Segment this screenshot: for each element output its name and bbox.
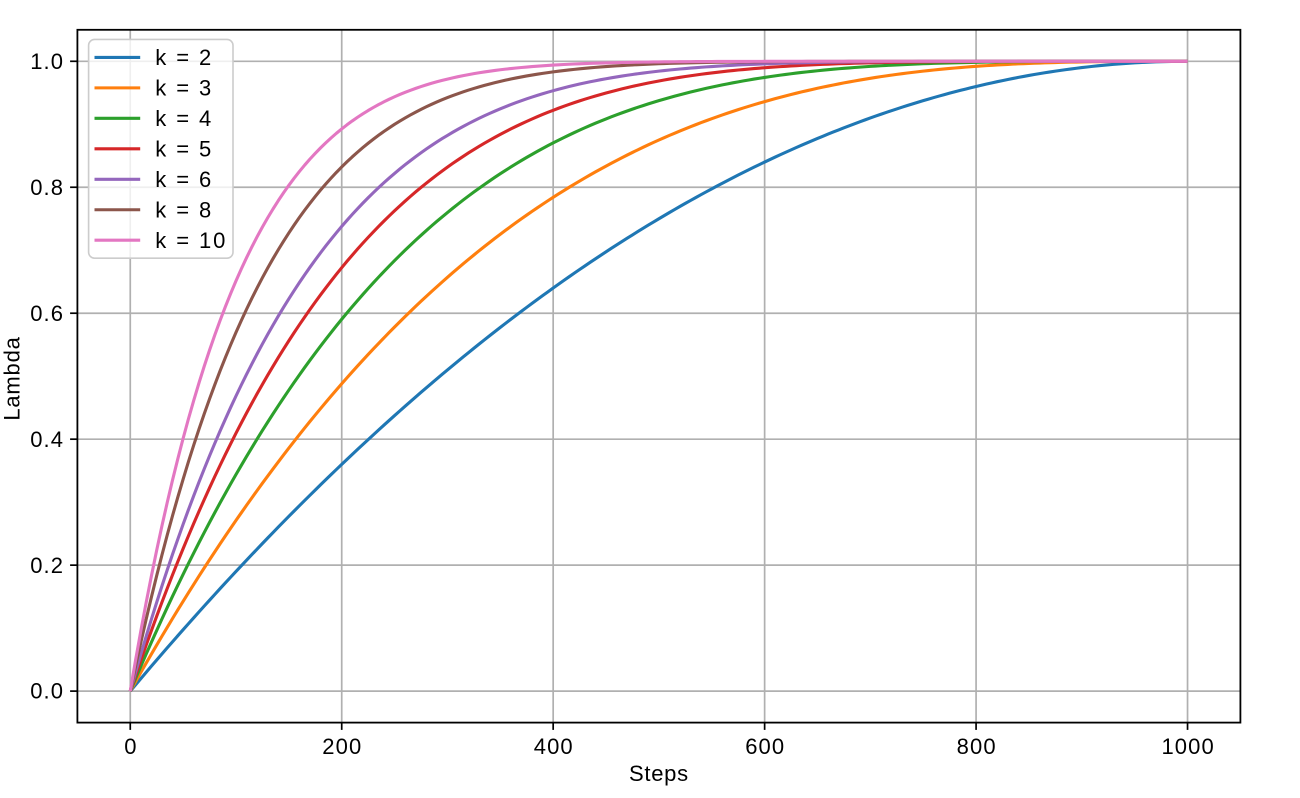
svg-text:k = 5: k = 5 [155, 136, 213, 161]
svg-text:0.0: 0.0 [30, 679, 64, 704]
svg-text:Lambda: Lambda [0, 336, 25, 420]
svg-text:k = 3: k = 3 [155, 75, 213, 100]
svg-text:k = 10: k = 10 [155, 228, 227, 253]
svg-text:k = 6: k = 6 [155, 167, 213, 192]
svg-text:200: 200 [322, 734, 362, 759]
svg-text:k = 4: k = 4 [155, 106, 213, 131]
svg-text:0.6: 0.6 [30, 301, 64, 326]
svg-text:Steps: Steps [629, 761, 689, 786]
svg-text:0.2: 0.2 [30, 553, 64, 578]
svg-text:800: 800 [957, 734, 997, 759]
svg-text:1000: 1000 [1161, 734, 1214, 759]
svg-text:k = 2: k = 2 [155, 45, 213, 70]
svg-text:0.4: 0.4 [30, 427, 64, 452]
svg-text:0.8: 0.8 [30, 175, 64, 200]
svg-text:600: 600 [745, 734, 785, 759]
svg-text:0: 0 [124, 734, 137, 759]
svg-text:1.0: 1.0 [30, 49, 64, 74]
svg-text:k = 8: k = 8 [155, 197, 213, 222]
svg-text:400: 400 [534, 734, 574, 759]
